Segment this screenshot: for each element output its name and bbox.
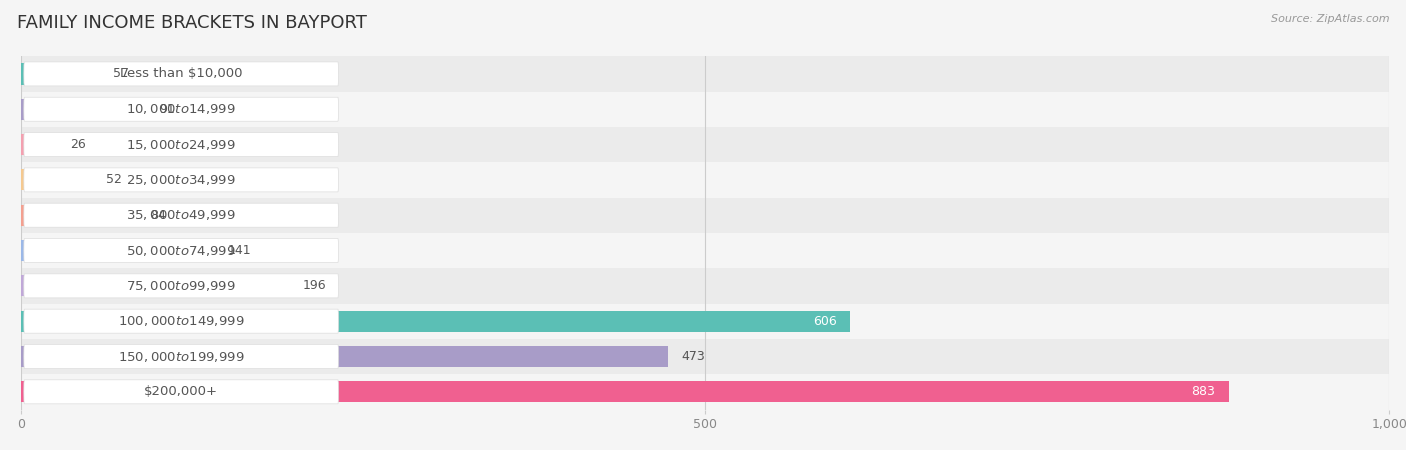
Bar — [21, 205, 136, 226]
Text: $15,000 to $24,999: $15,000 to $24,999 — [127, 138, 236, 152]
FancyBboxPatch shape — [24, 203, 339, 227]
Bar — [21, 134, 56, 155]
Bar — [21, 374, 1389, 410]
Bar — [21, 127, 1389, 162]
Text: $200,000+: $200,000+ — [145, 385, 218, 398]
Text: 26: 26 — [70, 138, 86, 151]
Bar — [21, 162, 1389, 198]
Text: $35,000 to $49,999: $35,000 to $49,999 — [127, 208, 236, 222]
Text: 473: 473 — [682, 350, 706, 363]
Bar — [21, 169, 93, 190]
Text: $10,000 to $14,999: $10,000 to $14,999 — [127, 102, 236, 116]
Text: 57: 57 — [112, 68, 129, 81]
FancyBboxPatch shape — [24, 168, 339, 192]
Bar — [21, 275, 290, 297]
Bar — [21, 310, 851, 332]
Bar — [21, 92, 1389, 127]
FancyBboxPatch shape — [24, 97, 339, 121]
Text: $100,000 to $149,999: $100,000 to $149,999 — [118, 314, 245, 328]
Text: 606: 606 — [813, 315, 837, 328]
FancyBboxPatch shape — [24, 62, 339, 86]
Text: FAMILY INCOME BRACKETS IN BAYPORT: FAMILY INCOME BRACKETS IN BAYPORT — [17, 14, 367, 32]
FancyBboxPatch shape — [24, 309, 339, 333]
FancyBboxPatch shape — [24, 133, 339, 157]
Bar — [21, 233, 1389, 268]
Text: 52: 52 — [105, 173, 122, 186]
Text: 883: 883 — [1191, 385, 1215, 398]
Bar — [21, 198, 1389, 233]
Bar — [21, 56, 1389, 92]
Text: Source: ZipAtlas.com: Source: ZipAtlas.com — [1271, 14, 1389, 23]
Bar — [21, 63, 98, 85]
FancyBboxPatch shape — [24, 380, 339, 404]
Bar — [21, 99, 146, 120]
Text: $75,000 to $99,999: $75,000 to $99,999 — [127, 279, 236, 293]
Text: $25,000 to $34,999: $25,000 to $34,999 — [127, 173, 236, 187]
Bar — [21, 303, 1389, 339]
Bar — [21, 339, 1389, 374]
Text: 84: 84 — [149, 209, 166, 222]
Text: Less than $10,000: Less than $10,000 — [120, 68, 242, 81]
Text: 141: 141 — [228, 244, 252, 257]
Text: 91: 91 — [159, 103, 174, 116]
Bar — [21, 346, 668, 367]
FancyBboxPatch shape — [24, 345, 339, 369]
Text: 196: 196 — [302, 279, 326, 292]
Text: $150,000 to $199,999: $150,000 to $199,999 — [118, 350, 245, 364]
Bar — [21, 381, 1229, 402]
FancyBboxPatch shape — [24, 274, 339, 298]
FancyBboxPatch shape — [24, 238, 339, 262]
Bar — [21, 268, 1389, 303]
Text: $50,000 to $74,999: $50,000 to $74,999 — [127, 243, 236, 257]
Bar — [21, 240, 214, 261]
